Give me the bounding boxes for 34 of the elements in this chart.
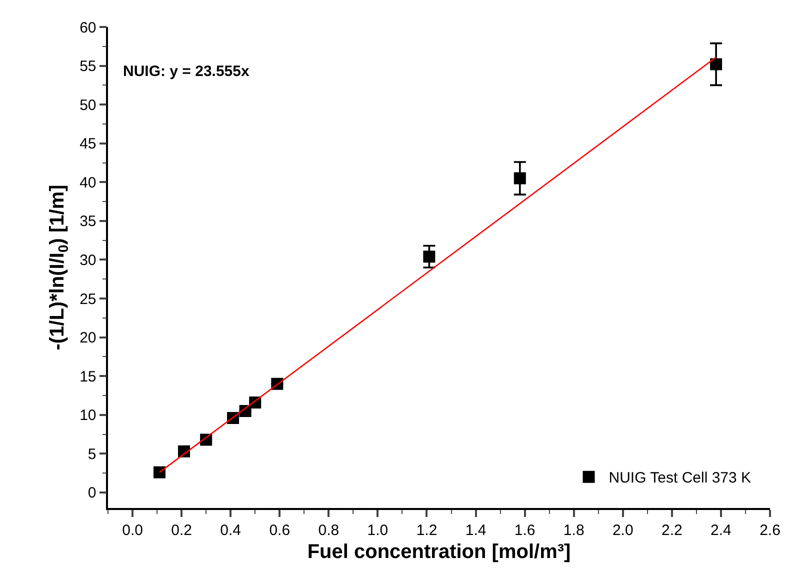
point [514, 172, 526, 184]
x-tick-label: 0.0 [122, 522, 143, 539]
x-tick-label: 1.6 [514, 522, 536, 539]
y-tick-label: 15 [80, 368, 96, 386]
x-tick-label: 0.8 [318, 522, 340, 539]
x-tick-label: 0.4 [220, 522, 242, 539]
x-tick-label: 0.2 [171, 522, 192, 539]
x-tick-label: 1.8 [563, 522, 584, 539]
y-tick-label: 30 [80, 252, 96, 269]
y-tick-label: 20 [80, 330, 96, 347]
point [153, 466, 166, 478]
annotation: NUIG: y = 23.555x [123, 63, 250, 80]
x-tick-label: 2.2 [662, 522, 682, 539]
y-tick-label: 25 [80, 290, 96, 308]
x-tick-label: 2.4 [710, 522, 732, 539]
x-tick-label: 1.0 [367, 522, 388, 539]
x-tick-label: 1.4 [465, 522, 486, 539]
y-tick-label: 55 [80, 58, 96, 76]
y-tick-label: 45 [80, 136, 96, 153]
legend-label: NUIG Test Cell 373 K [608, 470, 752, 487]
y-tick-label: 5 [88, 446, 96, 463]
y-tick-label: 40 [80, 174, 96, 192]
y-tick-label: 10 [80, 407, 96, 424]
y-tick-label: 50 [80, 96, 96, 114]
y-tick-label: 35 [80, 213, 96, 230]
y-tick-label: 60 [80, 19, 96, 36]
point [423, 250, 436, 263]
x-tick-label: 2.0 [612, 522, 634, 539]
x-axis-title: Fuel concentration [mol/m³] [307, 540, 571, 563]
y-tick-label: 0 [88, 484, 96, 502]
point [710, 58, 722, 70]
x-tick-label: 0.6 [269, 522, 290, 539]
x-tick-label: 2.6 [760, 522, 780, 539]
x-tick-label: 1.2 [416, 522, 438, 539]
